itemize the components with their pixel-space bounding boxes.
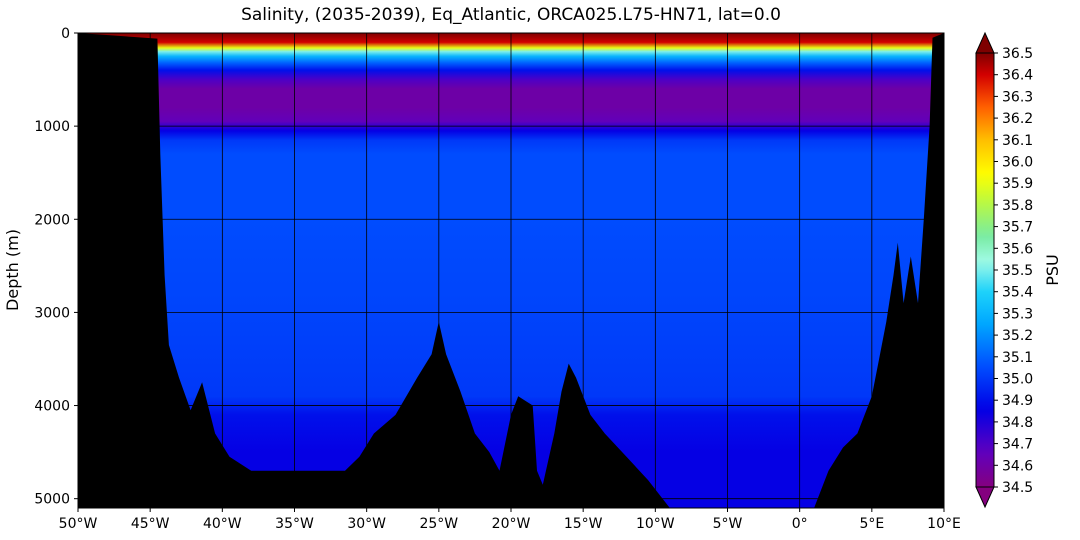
- colorbar-tick-label: 34.5: [1002, 480, 1033, 496]
- colorbar-tick-label: 35.5: [1002, 263, 1033, 279]
- colorbar-body: [975, 52, 995, 488]
- colorbar-tick-label: 36.1: [1002, 133, 1033, 149]
- x-axis: 50°W 45°W 40°W 35°W 30°W 25°W 20°W 15°W 10°W 5°W 0…: [59, 508, 961, 532]
- y-tick-label: 4000: [34, 399, 70, 415]
- colorbar-tick-label: 35.6: [1002, 241, 1033, 257]
- colorbar-tick-label: 35.0: [1002, 372, 1033, 388]
- x-tick-label: 20°W: [492, 516, 531, 532]
- seafloor-bathymetry: [78, 33, 944, 508]
- y-tick-label: 2000: [34, 212, 70, 228]
- colorbar-tick-label: 34.6: [1002, 458, 1033, 474]
- colorbar-tick-label: 34.8: [1002, 415, 1033, 431]
- x-tick-label: 40°W: [203, 516, 242, 532]
- x-tick-label: 30°W: [347, 516, 386, 532]
- colorbar-tick-label: 35.4: [1002, 285, 1033, 301]
- x-tick-label: 45°W: [131, 516, 170, 532]
- colorbar-tick-label: 36.3: [1002, 89, 1033, 105]
- y-tick-label: 1000: [34, 119, 70, 135]
- x-tick-label: 0°: [792, 516, 808, 532]
- x-tick-label: 5°W: [713, 516, 743, 532]
- colorbar-tick-label: 34.7: [1002, 437, 1033, 453]
- x-tick-label: 10°W: [636, 516, 675, 532]
- colorbar-tick-label: 36.4: [1002, 68, 1033, 84]
- colorbar-tick-label: 34.9: [1002, 393, 1033, 409]
- colorbar-tick-label: 36.2: [1002, 111, 1033, 127]
- colorbar-ticks: 34.5 34.6 34.7 34.8 34.9 35.0 35.1 35.2 35.3 35.4…: [994, 46, 1033, 496]
- colorbar-tick-label: 35.1: [1002, 350, 1033, 366]
- plot-area: [78, 33, 944, 508]
- colorbar-tick-label: 36.5: [1002, 46, 1033, 62]
- x-tick-label: 50°W: [59, 516, 98, 532]
- y-axis-label: Depth (m): [3, 229, 22, 311]
- colorbar-tick-label: 35.8: [1002, 198, 1033, 214]
- x-tick-label: 25°W: [419, 516, 458, 532]
- colorbar-tick-label: 35.2: [1002, 328, 1033, 344]
- grid-lines: [78, 33, 944, 508]
- y-tick-label: 3000: [34, 305, 70, 321]
- x-tick-label: 35°W: [275, 516, 314, 532]
- y-tick-label: 5000: [34, 492, 70, 508]
- colorbar-tick-label: 35.9: [1002, 176, 1033, 192]
- colorbar: 34.5 34.6 34.7 34.8 34.9 35.0 35.1 35.2 35.3 35.4…: [975, 31, 1062, 509]
- colorbar-tick-label: 36.0: [1002, 155, 1033, 171]
- colorbar-tick-label: 35.7: [1002, 220, 1033, 236]
- y-axis: 0 1000 2000 3000 4000 5000: [34, 26, 78, 508]
- colorbar-extend-top: [975, 31, 995, 54]
- x-tick-label: 15°W: [564, 516, 603, 532]
- y-tick-label: 0: [61, 26, 70, 42]
- colorbar-label: PSU: [1043, 254, 1062, 286]
- x-tick-label: 10°E: [927, 516, 961, 532]
- chart-title: Salinity, (2035-2039), Eq_Atlantic, ORCA…: [241, 5, 781, 25]
- colorbar-extend-bottom: [975, 486, 995, 509]
- x-tick-label: 5°E: [859, 516, 884, 532]
- colorbar-tick-label: 35.3: [1002, 306, 1033, 322]
